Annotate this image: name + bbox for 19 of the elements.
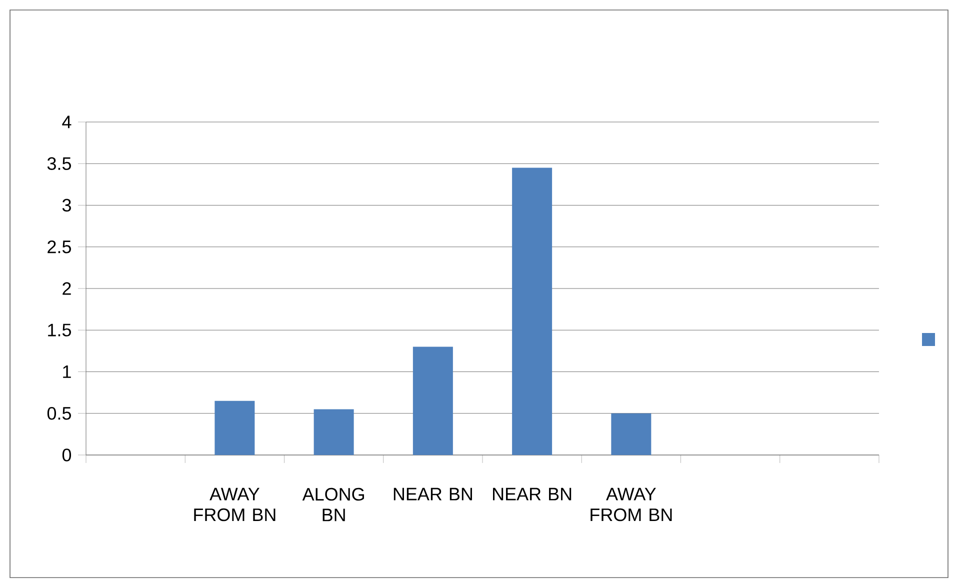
- x-tick-label: NEAR BN: [394, 488, 472, 500]
- bar: [412, 346, 453, 455]
- bar: [512, 168, 552, 455]
- x-tick-label: AWAY FROM BN: [194, 488, 276, 522]
- y-tick-label: 1: [63, 366, 71, 378]
- y-tick-label: 0.5: [47, 406, 71, 420]
- x-tick-label: NEAR BN: [493, 488, 572, 500]
- bar: [314, 409, 354, 455]
- y-tick-label: 3.5: [47, 157, 71, 170]
- x-tick-label: AWAY FROM BN: [590, 488, 672, 522]
- x-tick-label: ALONG BN: [302, 488, 364, 522]
- y-tick-label: 0: [62, 448, 72, 462]
- bar: [214, 400, 255, 455]
- y-tick-label: 3: [62, 198, 71, 212]
- bar: [611, 413, 652, 455]
- y-tick-label: 4: [62, 116, 72, 128]
- y-tick-label: 2.5: [48, 240, 71, 254]
- y-tick-label: 1.5: [48, 324, 71, 336]
- y-tick-label: 2: [62, 282, 71, 295]
